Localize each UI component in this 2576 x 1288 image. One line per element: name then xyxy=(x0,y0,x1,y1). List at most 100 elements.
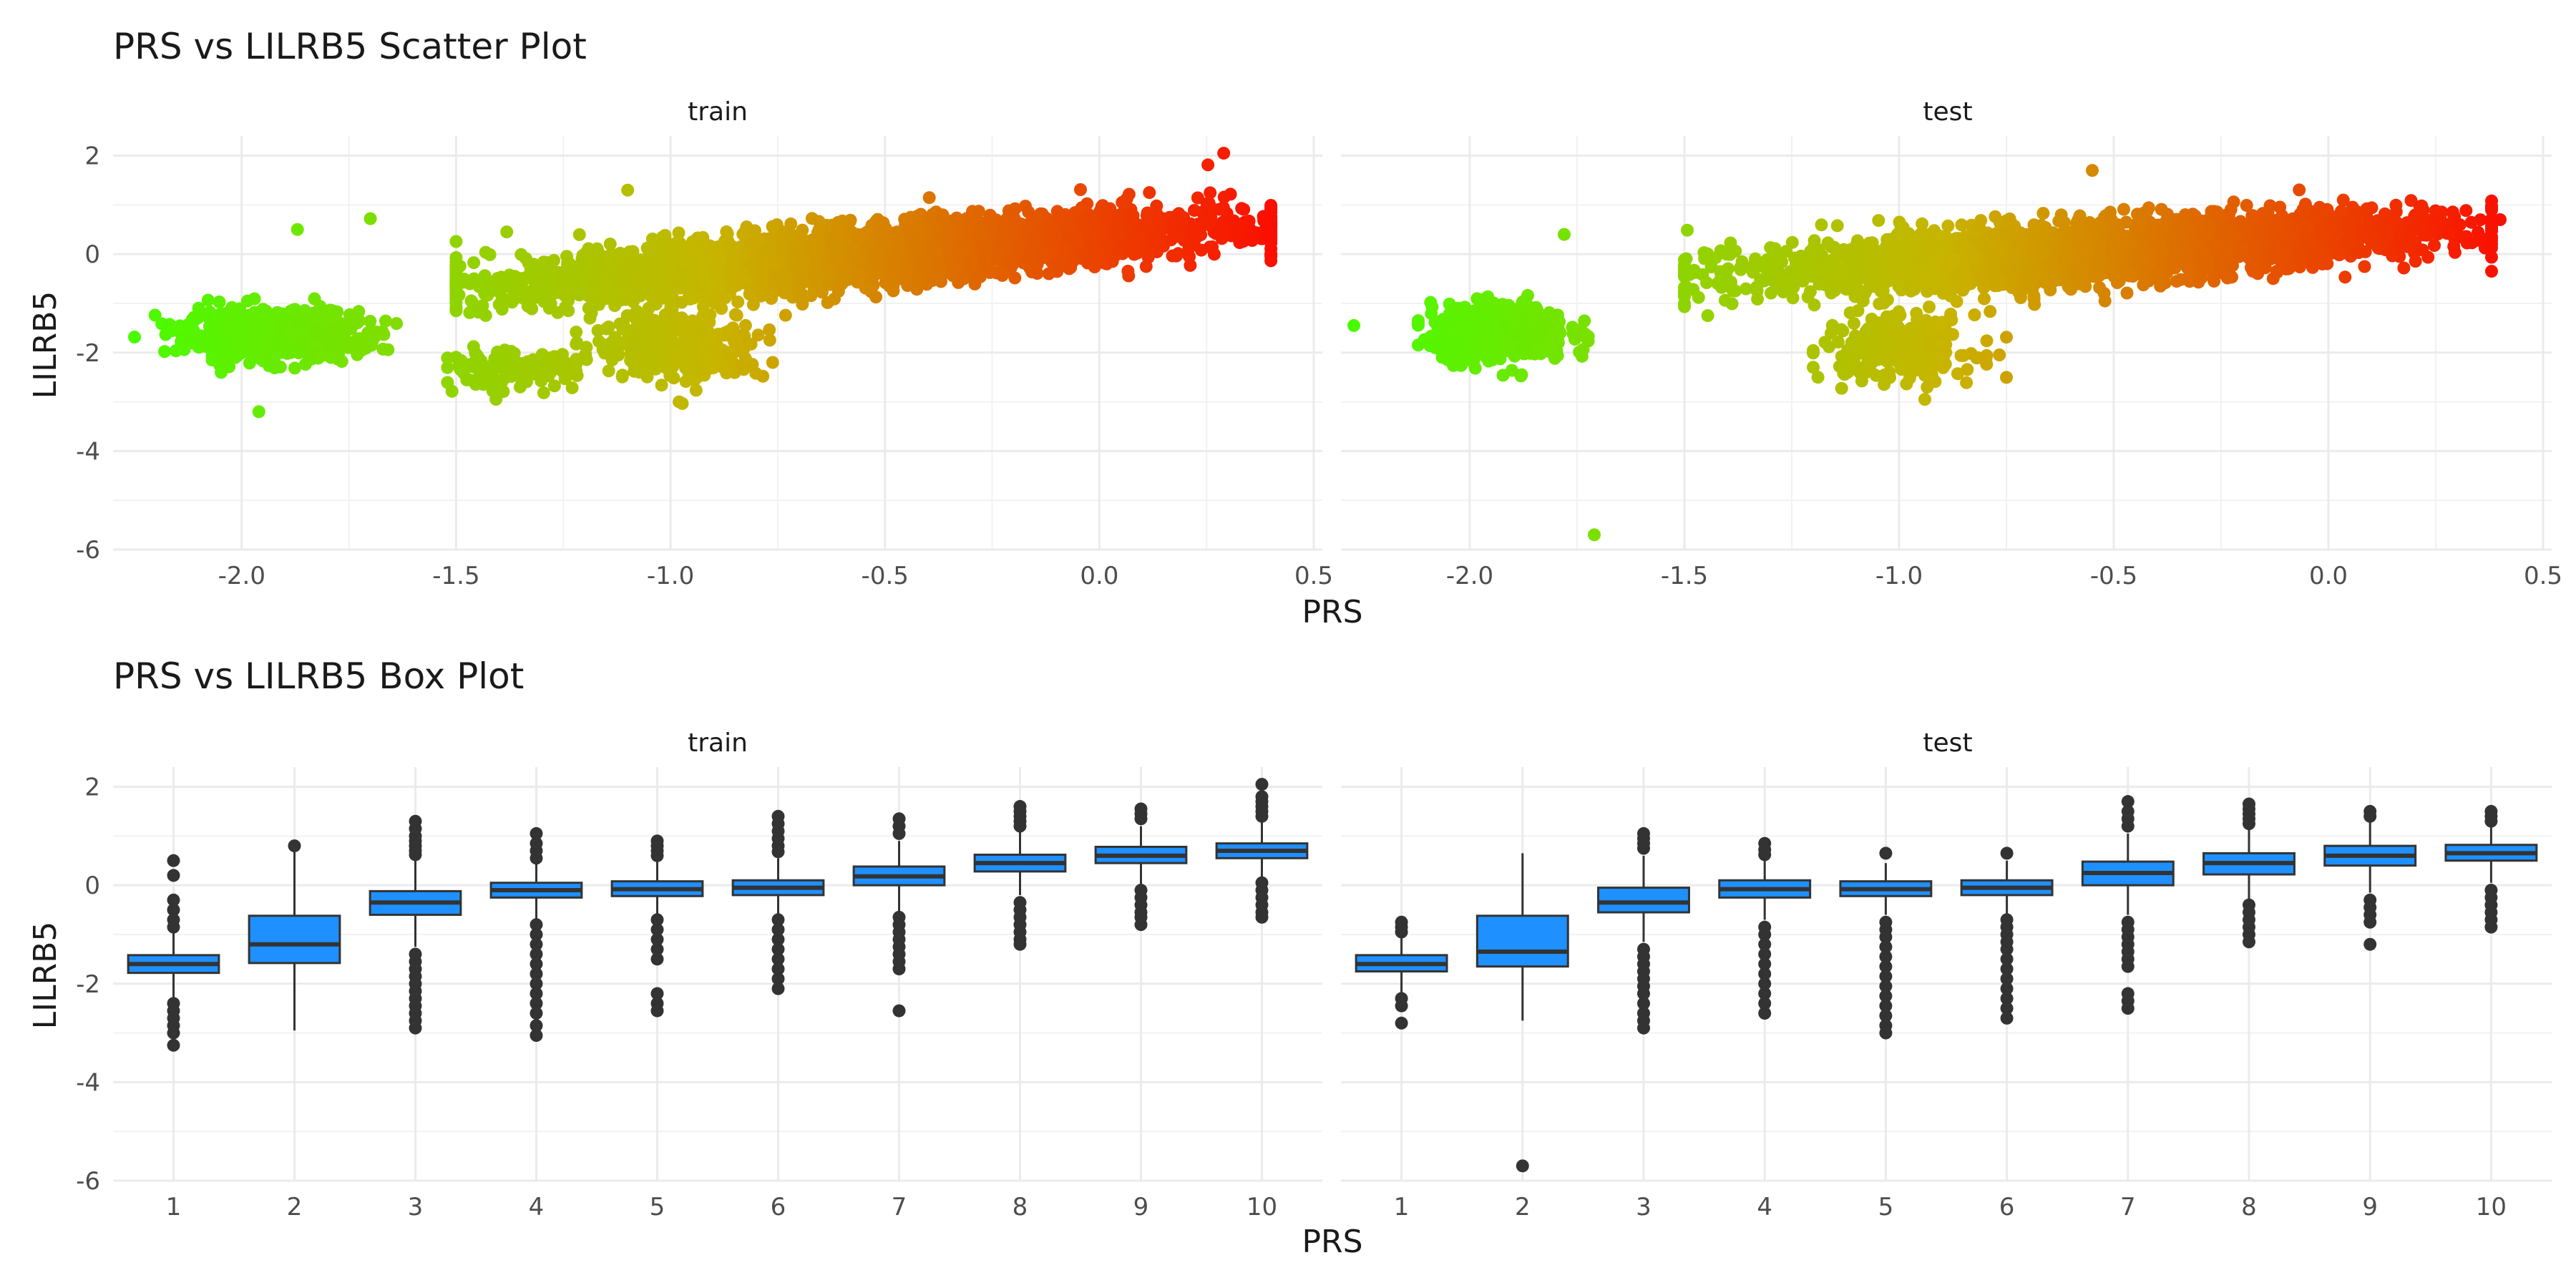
scatter-point xyxy=(467,272,481,286)
scatter-point xyxy=(803,243,816,256)
scatter-point xyxy=(1470,292,1484,306)
scatter-point xyxy=(706,361,720,375)
scatter-point xyxy=(1061,260,1075,274)
scatter-point xyxy=(1126,209,1140,223)
scatter-points xyxy=(128,147,1278,419)
scatter-point xyxy=(547,253,560,267)
scatter-point xyxy=(1188,204,1201,217)
scatter-point xyxy=(602,320,615,333)
box-title: PRS vs LILRB5 Box Plot xyxy=(113,655,524,697)
scatter-point xyxy=(912,231,926,244)
scatter-point xyxy=(784,217,798,230)
scatter-point xyxy=(542,273,555,286)
scatter-point xyxy=(377,328,391,341)
scatter-point xyxy=(240,333,253,346)
scatter-point xyxy=(737,363,751,376)
scatter-point xyxy=(301,312,314,325)
scatter-point xyxy=(1060,220,1074,233)
scatter-point xyxy=(1939,346,1953,359)
scatter-point xyxy=(456,358,469,371)
x-tick-label: -0.5 xyxy=(862,562,909,590)
scatter-point xyxy=(1860,344,1873,358)
scatter-point xyxy=(625,249,638,263)
scatter-point xyxy=(390,317,404,331)
scatter-point xyxy=(1237,203,1251,216)
scatter-point xyxy=(1141,250,1155,264)
scatter-strip-test: test xyxy=(1923,97,1972,127)
scatter-point xyxy=(1441,339,1455,353)
scatter-point xyxy=(556,348,569,361)
scatter-point xyxy=(649,362,663,376)
scatter-point xyxy=(620,309,634,323)
scatter-point xyxy=(252,405,265,419)
scatter-point xyxy=(1149,235,1163,248)
scatter-point xyxy=(729,333,743,347)
scatter-point xyxy=(650,331,663,345)
scatter-point xyxy=(345,312,358,326)
scatter-point xyxy=(1116,195,1129,209)
scatter-point xyxy=(476,299,489,313)
scatter-point xyxy=(1050,205,1064,218)
scatter-point xyxy=(875,233,889,247)
scatter-point xyxy=(974,232,987,245)
scatter-point xyxy=(1191,191,1204,205)
scatter-point xyxy=(1121,265,1135,278)
scatter-point xyxy=(725,354,738,368)
scatter-point xyxy=(889,260,903,273)
scatter-point xyxy=(972,205,985,218)
scatter-point xyxy=(781,228,795,242)
scatter-point xyxy=(890,225,904,239)
scatter-point xyxy=(716,361,729,374)
scatter-point xyxy=(731,296,745,308)
scatter-point xyxy=(887,278,900,292)
scatter-point xyxy=(240,294,254,308)
scatter-point xyxy=(674,351,688,365)
scatter-point xyxy=(284,304,298,318)
scatter-point xyxy=(1468,361,1482,375)
scatter-point xyxy=(223,360,236,374)
scatter-point xyxy=(1919,313,1933,327)
scatter-point xyxy=(243,356,256,370)
scatter-point xyxy=(1096,199,1110,213)
scatter-point xyxy=(1128,248,1141,261)
scatter-point xyxy=(441,361,454,374)
scatter-point xyxy=(615,370,629,384)
scatter-point xyxy=(1848,344,1862,358)
scatter-point xyxy=(963,260,977,273)
scatter-title: PRS vs LILRB5 Scatter Plot xyxy=(113,26,587,67)
scatter-point xyxy=(846,243,859,256)
scatter-point xyxy=(1574,323,1588,336)
scatter-point xyxy=(1058,243,1071,257)
scatter-point xyxy=(561,258,575,271)
scatter-point xyxy=(869,291,883,304)
scatter-point xyxy=(562,294,575,307)
scatter-point xyxy=(1923,301,1936,313)
scatter-point xyxy=(983,265,997,279)
scatter-point xyxy=(570,336,584,349)
scatter-point xyxy=(464,294,478,308)
scatter-point xyxy=(514,248,528,261)
scatter-point xyxy=(470,350,484,364)
scatter-point xyxy=(1848,358,1861,371)
scatter-point xyxy=(1926,351,1939,364)
scatter-point xyxy=(230,349,244,363)
scatter-point xyxy=(686,336,700,349)
scatter-point xyxy=(1201,158,1215,172)
scatter-point xyxy=(571,287,585,301)
scatter-point xyxy=(270,306,284,319)
scatter-point xyxy=(658,278,671,291)
scatter-point xyxy=(696,311,709,324)
scatter-point xyxy=(770,270,784,283)
scatter-point xyxy=(600,278,613,292)
scatter-point xyxy=(273,360,287,374)
scatter-point xyxy=(1500,308,1513,321)
scatter-point xyxy=(950,211,963,225)
scatter-point xyxy=(1823,340,1836,353)
scatter-point xyxy=(702,343,716,356)
scatter-point xyxy=(602,250,615,263)
scatter-point xyxy=(693,364,706,377)
scatter-point xyxy=(1423,339,1437,352)
scatter-point xyxy=(721,325,735,338)
scatter-point xyxy=(642,301,655,315)
scatter-point xyxy=(621,183,635,197)
